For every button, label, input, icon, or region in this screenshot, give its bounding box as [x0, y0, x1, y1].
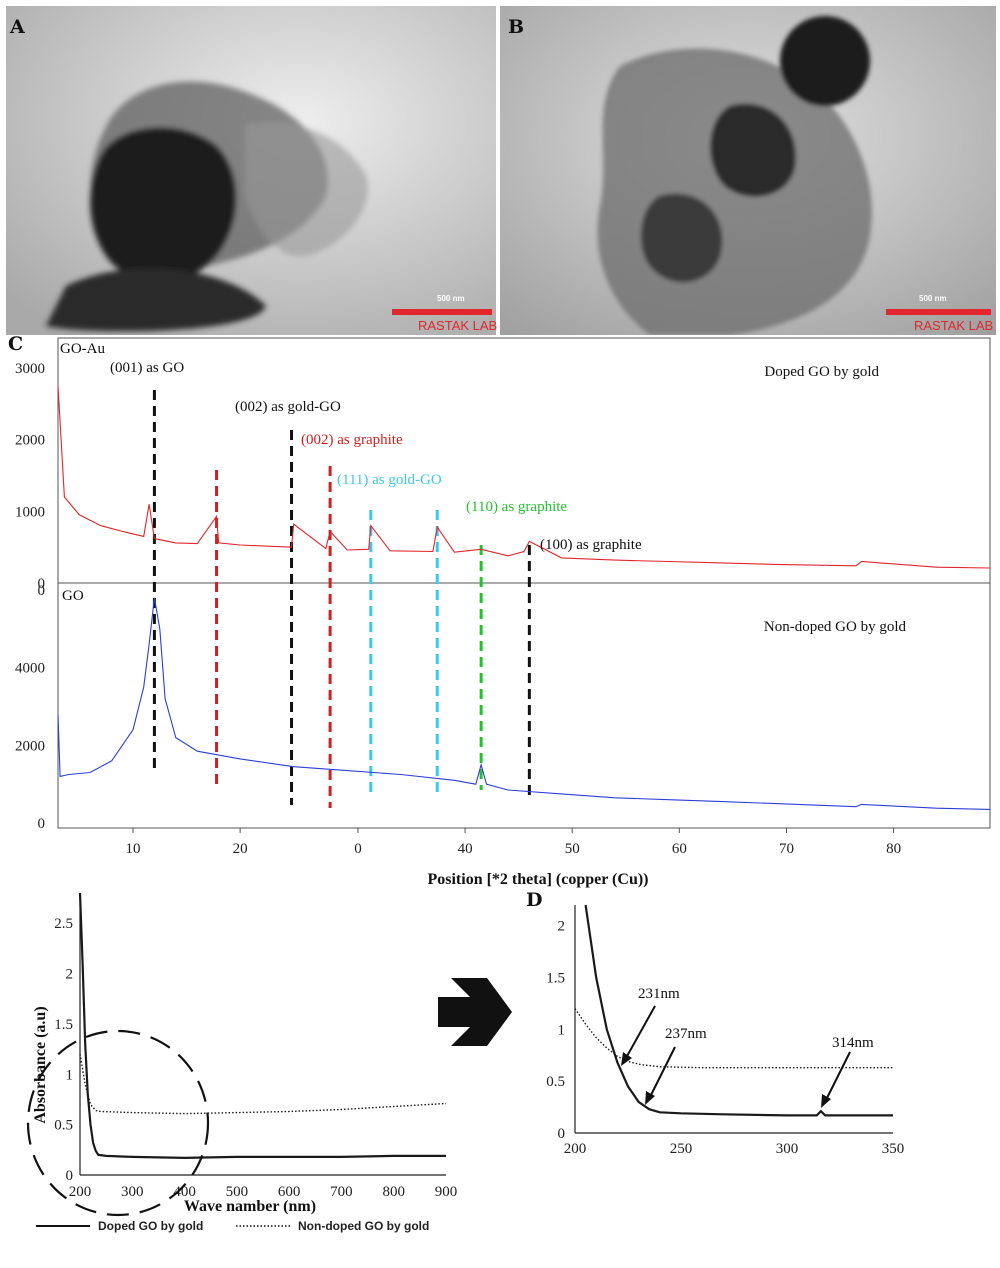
xrd-top-ytick: 2000 [15, 433, 45, 449]
xrd-bottom-legend: Non-doped GO by gold [764, 619, 907, 635]
uv-zoom-series-nondoped [574, 1008, 893, 1069]
uv-left-xtick: 500 [226, 1184, 249, 1200]
xrd-marker-label: (111) as gold-GO [337, 472, 442, 488]
tem-image-a [6, 6, 496, 335]
uv-left-xtick: 700 [330, 1184, 353, 1200]
uv-left-ytick: 1 [66, 1067, 74, 1083]
panel-label-b: B [508, 16, 524, 38]
uv-left-ytick: 0 [66, 1168, 74, 1184]
xrd-series-go [57, 597, 991, 810]
scale-bar-a [392, 309, 492, 315]
uv-zoom-ytick: 2 [558, 919, 566, 935]
xrd-xtick: 80 [886, 841, 901, 857]
xrd-top-ytick: 1000 [15, 504, 45, 520]
xrd-xtick: 70 [779, 841, 794, 857]
legend-label-doped: Doped GO by gold [98, 1219, 203, 1233]
arrow-icon [438, 978, 512, 1046]
xrd-xtick: 40 [458, 841, 473, 857]
lab-label-a: RASTAK LAB [418, 318, 497, 333]
tem-image-b [500, 6, 996, 335]
lab-label-b: RASTAK LAB [914, 318, 993, 333]
xrd-top-legend: Doped GO by gold [764, 364, 879, 380]
xrd-marker-label: (002) as graphite [301, 432, 403, 448]
xrd-marker-label: (100) as graphite [540, 537, 642, 553]
xrd-xtick: 60 [672, 841, 687, 857]
xrd-bottom-ytick: 0 [38, 816, 46, 832]
uv-zoom-xtick: 200 [564, 1141, 587, 1157]
svg-text:237nm: 237nm [665, 1026, 707, 1042]
xrd-marker-label: (001) as GO [110, 360, 184, 376]
annotation-231nm: 231nm [621, 986, 680, 1066]
svg-text:231nm: 231nm [638, 986, 680, 1002]
uv-left-ytick: 1.5 [54, 1017, 73, 1033]
scale-bar-b [886, 309, 991, 315]
xrd-series-doped [57, 385, 991, 569]
scale-text-b: 500 nm [919, 294, 947, 303]
xrd-bottom-title: GO [62, 588, 84, 604]
xrd-xtick: 20 [233, 841, 248, 857]
uv-zoom-xtick: 300 [776, 1141, 799, 1157]
xrd-bottom-ytick: 2000 [15, 738, 45, 754]
annotation-314nm: 314nm [821, 1035, 874, 1108]
zoom-ellipse [26, 1029, 210, 1217]
uv-zoom-ytick: 1 [558, 1022, 566, 1038]
xrd-chart: GO-Au GO Doped GO by gold Non-doped GO b… [15, 337, 991, 888]
xrd-xtick: 50 [565, 841, 580, 857]
uv-left-ytick: 2.5 [54, 916, 73, 932]
xrd-marker-label: (110) as graphite [466, 499, 567, 515]
uv-left-ytick: 0.5 [54, 1118, 73, 1134]
uv-zoom-series-doped [584, 904, 893, 1117]
uv-zoom-ytick: 0.5 [546, 1074, 565, 1090]
uv-left-series-nondoped [79, 1053, 447, 1115]
uv-zoom-ytick: 1.5 [546, 971, 565, 987]
xrd-xtick: 10 [125, 841, 140, 857]
uv-chart-zoom: 0 0.5 1 1.5 2 200 250 300 350 231nm 237nm 314nm [546, 904, 905, 1157]
uv-left-xtick: 800 [382, 1184, 405, 1200]
uv-left-xtick: 400 [173, 1184, 196, 1200]
svg-text:314nm: 314nm [832, 1035, 874, 1051]
uv-left-ylabel: Absorbance (a.u) [32, 1006, 49, 1123]
uv-left-xtick: 600 [278, 1184, 301, 1200]
scale-text-a: 500 nm [437, 294, 465, 303]
uv-zoom-xtick: 350 [882, 1141, 905, 1157]
xrd-marker-label: (002) as gold-GO [235, 399, 341, 415]
xrd-bottom-ytick: 4000 [15, 661, 45, 677]
xrd-top-title: GO-Au [60, 341, 105, 357]
uv-left-xtick: 900 [435, 1184, 458, 1200]
uv-zoom-ytick: 0 [558, 1126, 566, 1142]
uv-chart-left: 0 0.5 1 1.5 2 2.5 200 300 400 500 600 700 800 900 Wa… [26, 892, 458, 1233]
uv-zoom-xtick: 250 [670, 1141, 693, 1157]
uv-left-xtick: 200 [69, 1184, 92, 1200]
annotation-237nm: 237nm [645, 1026, 707, 1105]
uv-left-ytick: 2 [66, 967, 74, 983]
panel-label-a: A [9, 16, 25, 38]
uv-left-series-doped [78, 892, 446, 1160]
uv-left-xlabel: Wave namber (nm) [184, 1198, 316, 1215]
xrd-xlabel: Position [*2 theta] (copper (Cu)) [427, 871, 648, 888]
xrd-xtick: 0 [354, 841, 362, 857]
legend-label-nondoped: Non-doped GO by gold [298, 1219, 429, 1233]
xrd-bottom-ytick: 0 [38, 583, 46, 599]
xrd-top-ytick: 0 [38, 576, 46, 592]
panel-label-d: D [526, 889, 542, 911]
panel-label-c: C [8, 333, 23, 355]
xrd-top-ytick: 3000 [15, 361, 45, 377]
uv-left-xtick: 300 [121, 1184, 144, 1200]
